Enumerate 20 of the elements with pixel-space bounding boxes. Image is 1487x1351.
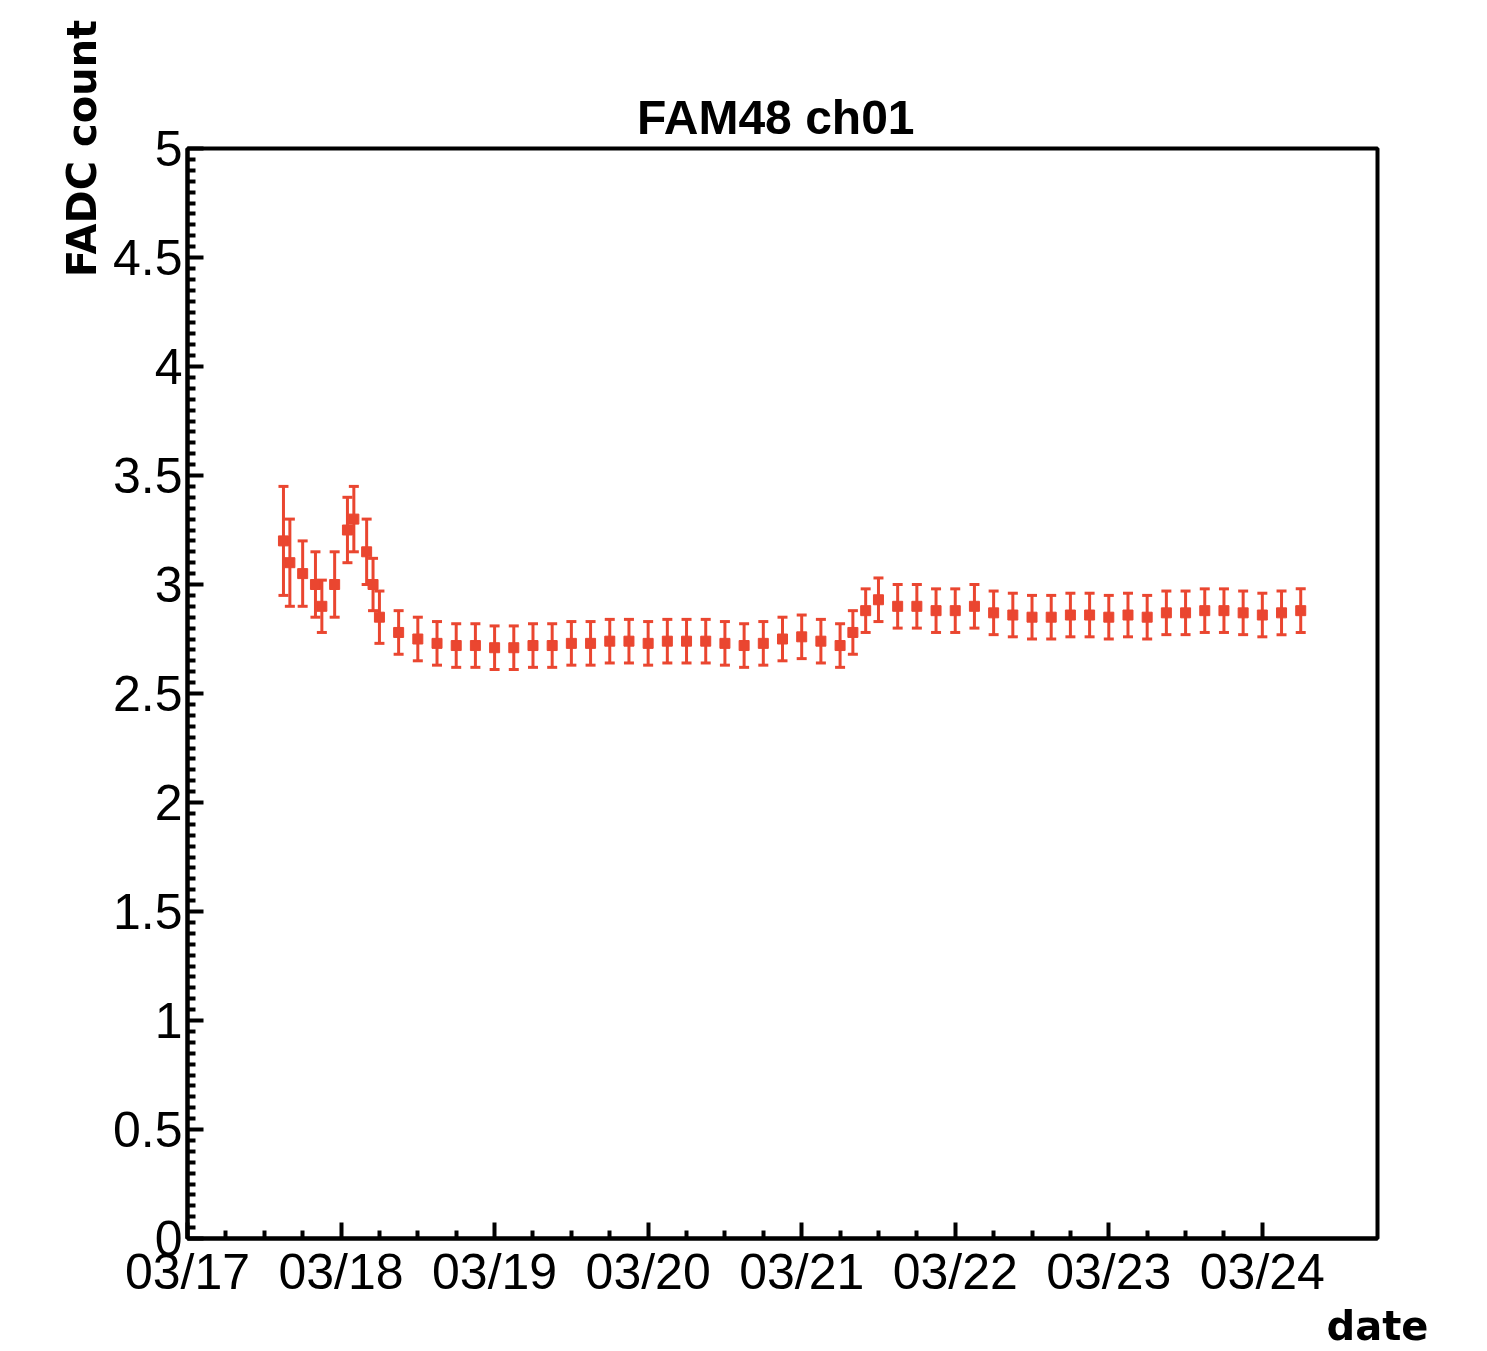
x-tick-label: 03/22 <box>892 1243 1018 1300</box>
x-tick-label: 03/18 <box>278 1243 404 1300</box>
x-tick-label: 03/24 <box>1199 1243 1325 1300</box>
y-tick-label: 5 <box>154 121 183 177</box>
y-tick-label: 4 <box>154 339 183 395</box>
x-tick-label: 03/23 <box>1046 1243 1172 1300</box>
y-tick-label: 4.5 <box>112 230 183 286</box>
y-tick-label: 2 <box>154 775 183 831</box>
y-tick-label: 1.5 <box>112 884 183 940</box>
y-tick-label: 2.5 <box>112 666 183 722</box>
y-tick-label: 3 <box>154 557 183 613</box>
y-axis-title: FADC count <box>58 19 105 278</box>
chart-title: FAM48 ch01 <box>637 90 915 144</box>
x-axis-title: date <box>1326 1302 1429 1349</box>
x-tick-label: 03/19 <box>432 1243 558 1300</box>
x-tick-label: 03/21 <box>739 1243 865 1300</box>
y-tick-label: 3.5 <box>112 448 183 504</box>
y-tick-label: 1 <box>154 993 183 1049</box>
x-tick-label: 03/20 <box>585 1243 711 1300</box>
y-tick-label: 0.5 <box>112 1102 183 1158</box>
